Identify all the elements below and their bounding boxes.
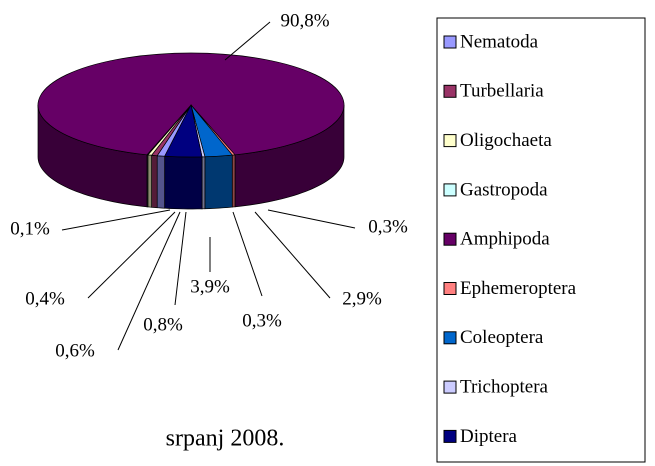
pie-slice [164, 103, 203, 158]
leader-line [254, 211, 331, 299]
leader-line [117, 211, 181, 351]
pie-wall [156, 155, 166, 209]
pie-wall [201, 156, 206, 210]
legend-label: Gastropoda [460, 179, 548, 200]
legend-box [436, 17, 646, 463]
legend-swatch [443, 331, 457, 345]
legend-label: Trichoptera [460, 376, 549, 397]
legend-label: Coleoptera [460, 327, 544, 348]
pie-wall [204, 154, 233, 210]
leader-line [232, 211, 263, 297]
leader-line [174, 211, 187, 306]
data-label: 2,9% [342, 288, 382, 309]
pie-wall [147, 154, 152, 208]
leader-line [224, 21, 271, 61]
legend-swatch [443, 84, 457, 98]
data-label: 0,1% [10, 218, 50, 239]
leader-line [267, 209, 356, 229]
legend-swatch [443, 232, 457, 246]
data-label: 0,8% [143, 314, 183, 335]
data-label: 0,4% [25, 288, 65, 309]
data-label: 0,3% [368, 216, 408, 237]
data-label: 0,6% [55, 340, 95, 361]
legend-label: Oligochaeta [460, 130, 552, 151]
legend-label: Nematoda [460, 31, 539, 52]
pie-wall [151, 154, 158, 209]
legend-swatch [443, 35, 457, 49]
pie-slice [37, 52, 345, 156]
data-label: 3,9% [190, 276, 230, 297]
pie-wall [164, 155, 203, 210]
chart-title: srpanj 2008. [166, 426, 285, 452]
legend-swatch [443, 282, 457, 295]
leader-line [61, 209, 171, 231]
pie-wall [231, 154, 236, 208]
legend-label: Amphipoda [460, 229, 550, 250]
legend-swatch [443, 183, 457, 197]
data-label: 90,8% [280, 10, 329, 31]
legend-swatch [443, 429, 457, 443]
legend-label: Turbellaria [460, 81, 544, 102]
legend-label: Diptera [460, 426, 518, 447]
legend-swatch [443, 134, 457, 148]
legend-label: Ephemeroptera [460, 278, 577, 299]
leader-line [87, 211, 176, 299]
data-label: 0,3% [242, 310, 282, 331]
legend-swatch [443, 380, 457, 394]
